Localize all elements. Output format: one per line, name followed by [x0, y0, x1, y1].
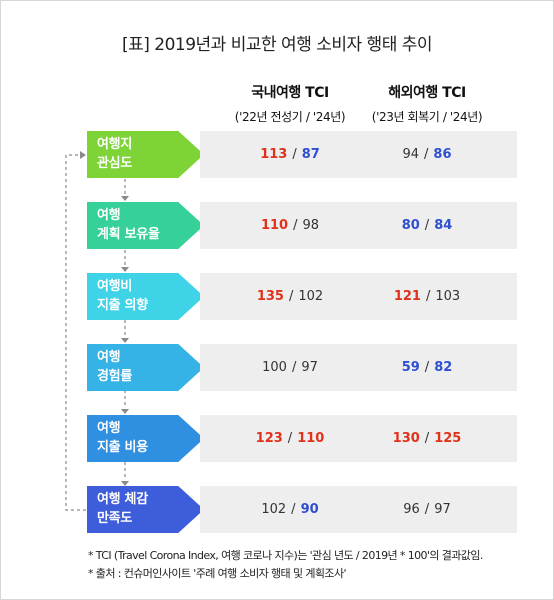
overseas-value-b: 103: [435, 289, 461, 304]
value-separator: /: [424, 218, 430, 233]
footnote-tci: * TCI (Travel Corona Index, 여행 코로나 지수)는 …: [88, 549, 483, 562]
arrowhead-down-icon: [121, 267, 129, 272]
row-label-travel-plan: 여행 계획 보유율: [87, 202, 204, 249]
domestic-value-b: 110: [297, 431, 325, 446]
domestic-value-a: 100: [262, 360, 287, 375]
row-label-line1: 여행: [97, 350, 121, 365]
value-separator: /: [424, 360, 430, 375]
arrowhead-right-icon: [80, 151, 86, 159]
row-label-line2: 지출 비용: [97, 440, 148, 455]
domestic-value-b: 87: [301, 147, 320, 162]
overseas-value-b: 82: [434, 360, 453, 375]
value-separator: /: [293, 218, 298, 233]
value-separator: /: [291, 360, 297, 375]
overseas-value-cell: 96 / 97: [337, 486, 517, 533]
overseas-value-a: 59: [401, 360, 420, 375]
value-separator: /: [425, 289, 431, 304]
overseas-value-a: 94: [402, 147, 420, 162]
page-title: [표] 2019년과 비교한 여행 소비자 행태 추이: [121, 35, 433, 55]
value-separator: /: [288, 289, 294, 304]
domestic-value-b: 90: [300, 502, 319, 517]
row-label-travel-interest: 여행지 관심도: [87, 131, 204, 178]
arrowhead-down-icon: [121, 481, 129, 486]
value-separator: /: [292, 147, 297, 162]
domestic-column-header: 국내여행 TCI ('22년 전성기 / '24년): [200, 82, 380, 125]
overseas-value-b: 86: [433, 147, 452, 162]
arrowhead-down-icon: [121, 409, 129, 414]
domestic-value-a: 123: [255, 431, 283, 446]
overseas-value-b: 97: [434, 502, 451, 517]
overseas-value-cell: 59 / 82: [337, 344, 517, 391]
domestic-value-a: 135: [256, 289, 284, 304]
overseas-value-a: 96: [403, 502, 420, 517]
row-label-spending-amount: 여행 지출 비용: [87, 415, 204, 462]
value-separator: /: [287, 431, 293, 446]
domestic-value-b: 97: [301, 360, 318, 375]
value-separator: /: [424, 147, 429, 162]
overseas-value-a: 130: [392, 431, 420, 446]
row-label-line2: 경험률: [97, 369, 132, 384]
value-separator: /: [291, 502, 296, 517]
domestic-value-b: 102: [298, 289, 324, 304]
overseas-subheading: ('23년 회복기 / '24년): [371, 110, 483, 124]
domestic-subheading: ('22년 전성기 / '24년): [234, 110, 346, 124]
domestic-value-a: 102: [261, 502, 287, 517]
arrowhead-down-icon: [121, 338, 129, 343]
overseas-value-cell: 130 / 125: [337, 415, 517, 462]
overseas-value-a: 80: [401, 218, 420, 233]
domestic-value-a: 110: [260, 218, 289, 233]
row-label-line2: 만족도: [97, 511, 132, 526]
overseas-heading: 해외여행 TCI: [388, 85, 466, 101]
overseas-value-b: 84: [434, 218, 453, 233]
row-label-line2: 계획 보유율: [97, 227, 160, 242]
overseas-column-header: 해외여행 TCI ('23년 회복기 / '24년): [337, 82, 517, 125]
row-label-line1: 여행지: [97, 137, 132, 152]
row-label-spending-intent: 여행비 지출 의향: [87, 273, 204, 320]
domestic-value-b: 98: [302, 218, 320, 233]
row-label-line2: 지출 의향: [97, 298, 148, 313]
value-separator: /: [424, 431, 430, 446]
row-label-line1: 여행 체감: [97, 492, 148, 507]
value-separator: /: [424, 502, 430, 517]
overseas-value-b: 125: [434, 431, 462, 446]
domestic-value-a: 113: [260, 147, 288, 162]
footnote-source: * 출처 : 컨슈머인사이트 '주례 여행 소비자 행태 및 계획조사': [88, 567, 346, 580]
row-label-line1: 여행: [97, 421, 121, 436]
row-label-line1: 여행: [97, 208, 121, 223]
overseas-value-a: 121: [393, 289, 421, 304]
arrowhead-down-icon: [121, 196, 129, 201]
domestic-heading: 국내여행 TCI: [251, 85, 329, 101]
loop-back-line: [65, 154, 86, 511]
row-label-line1: 여행비: [97, 279, 132, 294]
row-label-line2: 관심도: [97, 156, 132, 171]
row-label-satisfaction: 여행 체감 만족도: [87, 486, 204, 533]
row-label-experience-rate: 여행 경험률: [87, 344, 204, 391]
overseas-value-cell: 94 / 86: [337, 131, 517, 178]
overseas-value-cell: 121 / 103: [337, 273, 517, 320]
overseas-value-cell: 80 / 84: [337, 202, 517, 249]
